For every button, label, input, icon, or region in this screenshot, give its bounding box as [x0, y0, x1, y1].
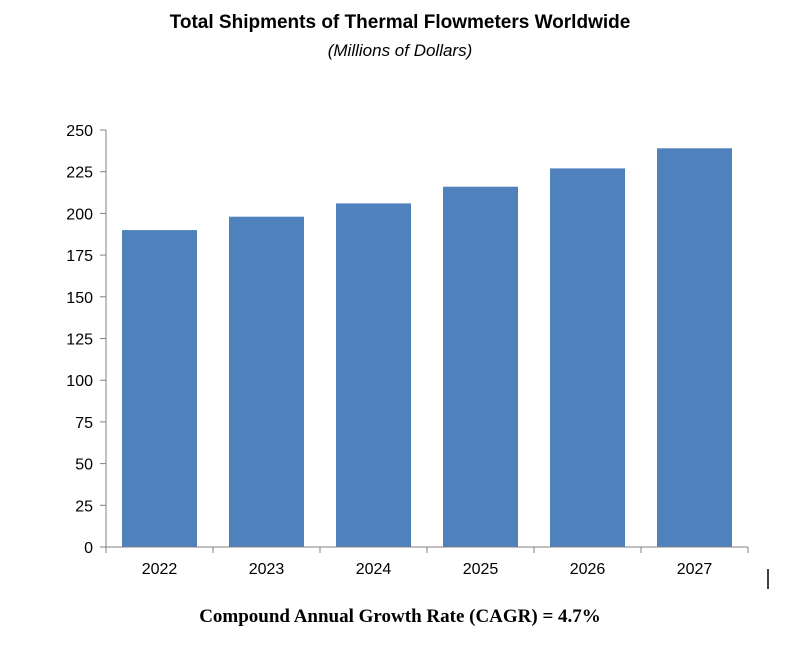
x-tick-label-2026: 2026	[570, 561, 606, 578]
bar-2027	[657, 148, 732, 548]
x-tick-label-2022: 2022	[142, 561, 178, 578]
bar-2025	[443, 186, 518, 547]
x-tick-label-2025: 2025	[463, 561, 499, 578]
y-tick-label: 225	[66, 165, 93, 182]
bar-2024	[336, 203, 411, 547]
y-tick-label: 50	[75, 457, 93, 474]
bar-2026	[550, 168, 625, 547]
bar-2022	[122, 230, 197, 547]
y-tick-label: 200	[66, 206, 93, 223]
y-tick-label: 150	[66, 290, 93, 307]
y-tick-label: 0	[84, 540, 93, 557]
cagr-footnote: Compound Annual Growth Rate (CAGR) = 4.7…	[199, 606, 601, 627]
tick-labels-group: 0 25 50 75 100 125 150 175 200 225 250 2022 2023 2024…	[66, 123, 712, 578]
y-tick-label: 25	[75, 498, 93, 515]
x-tick-label-2023: 2023	[249, 561, 285, 578]
axes-group	[100, 129, 769, 589]
bar-2023	[229, 216, 304, 547]
bars-group	[122, 148, 732, 548]
y-tick-label: 100	[66, 373, 93, 390]
y-tick-label: 75	[75, 415, 93, 432]
y-tick-label: 250	[66, 123, 93, 140]
x-tick-label-2027: 2027	[677, 561, 713, 578]
y-tick-label: 175	[66, 248, 93, 265]
chart-title: Total Shipments of Thermal Flowmeters Wo…	[169, 12, 631, 33]
chart-subtitle: (Millions of Dollars)	[327, 41, 473, 60]
y-tick-label: 125	[66, 332, 93, 349]
x-tick-label-2024: 2024	[356, 561, 392, 578]
